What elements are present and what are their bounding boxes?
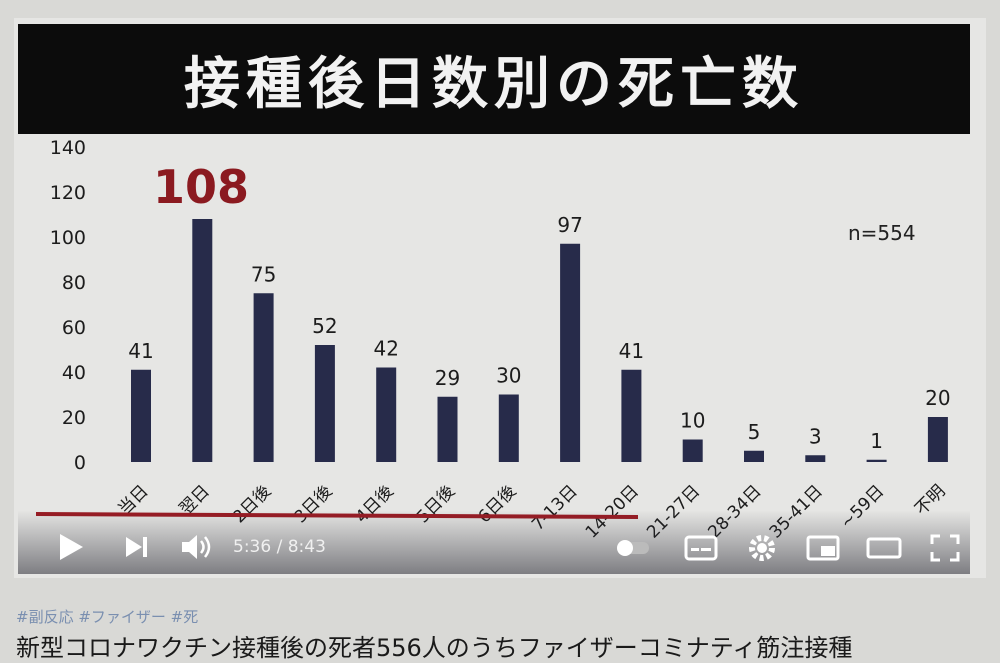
- bar-10: [744, 450, 764, 462]
- hashtags[interactable]: #副反応 #ファイザー #死: [16, 608, 199, 626]
- bar-3: [314, 345, 335, 462]
- subtitles-icon[interactable]: [684, 534, 718, 562]
- value-label: 20: [925, 386, 950, 410]
- fullscreen-icon[interactable]: [930, 534, 960, 562]
- bar-13: [927, 417, 948, 462]
- value-label: 3: [809, 424, 822, 448]
- value-label: 5: [748, 420, 761, 444]
- video-title-caption[interactable]: 新型コロナワクチン接種後の死者556人のうちファイザーコミナティ筋注接種: [16, 634, 853, 662]
- value-label: 10: [680, 409, 705, 433]
- play-icon[interactable]: [56, 532, 86, 562]
- bar-7: [560, 243, 581, 462]
- time-display: 5:36 / 8:43: [233, 537, 326, 557]
- value-label: 30: [496, 364, 521, 388]
- next-icon[interactable]: [124, 535, 150, 559]
- video-controls: [18, 510, 970, 574]
- value-labels: 41 75 52 42 29 30 97 41 10 5 3 1 20: [128, 213, 950, 453]
- y-tick-label: 100: [50, 227, 86, 249]
- bar-9: [682, 439, 703, 462]
- miniplayer-icon[interactable]: [806, 534, 840, 562]
- bar-0: [131, 369, 151, 462]
- y-tick-label: 80: [62, 272, 86, 294]
- value-label: 41: [619, 339, 644, 363]
- value-label: 75: [251, 262, 276, 286]
- y-tick-label: 120: [50, 182, 86, 204]
- value-label: 97: [557, 213, 582, 237]
- theater-mode-icon[interactable]: [866, 536, 902, 560]
- bar-11: [805, 455, 826, 462]
- chart-title: 接種後日数別の死亡数: [184, 51, 804, 117]
- bars: [131, 219, 948, 462]
- value-label: 41: [128, 339, 153, 363]
- value-label: 29: [435, 366, 460, 390]
- bar-12: [866, 459, 887, 462]
- bar-4: [376, 367, 397, 462]
- y-tick-label: 60: [62, 317, 86, 339]
- settings-gear-icon[interactable]: [746, 532, 778, 564]
- value-label: 42: [373, 337, 398, 361]
- autoplay-toggle-icon[interactable]: [615, 536, 653, 560]
- bar-5: [437, 396, 458, 462]
- y-tick-label: 140: [50, 137, 86, 159]
- y-tick-label: 20: [62, 407, 86, 429]
- title-banner: 接種後日数別の死亡数: [18, 24, 970, 134]
- bar-1: [192, 219, 213, 462]
- bar-6: [498, 394, 519, 462]
- highlight-value: 108: [153, 160, 249, 214]
- value-label: 52: [312, 314, 337, 338]
- value-label: 1: [870, 429, 883, 453]
- video-frame[interactable]: 接種後日数別の死亡数: [14, 18, 986, 578]
- volume-icon[interactable]: [180, 532, 216, 562]
- y-tick-label: 0: [74, 452, 86, 474]
- bar-8: [621, 369, 642, 462]
- sample-size-note: n=554: [848, 221, 916, 245]
- y-axis: 0 20 40 60 80 100 120 140: [50, 137, 86, 474]
- y-tick-label: 40: [62, 362, 86, 384]
- bar-2: [253, 293, 274, 462]
